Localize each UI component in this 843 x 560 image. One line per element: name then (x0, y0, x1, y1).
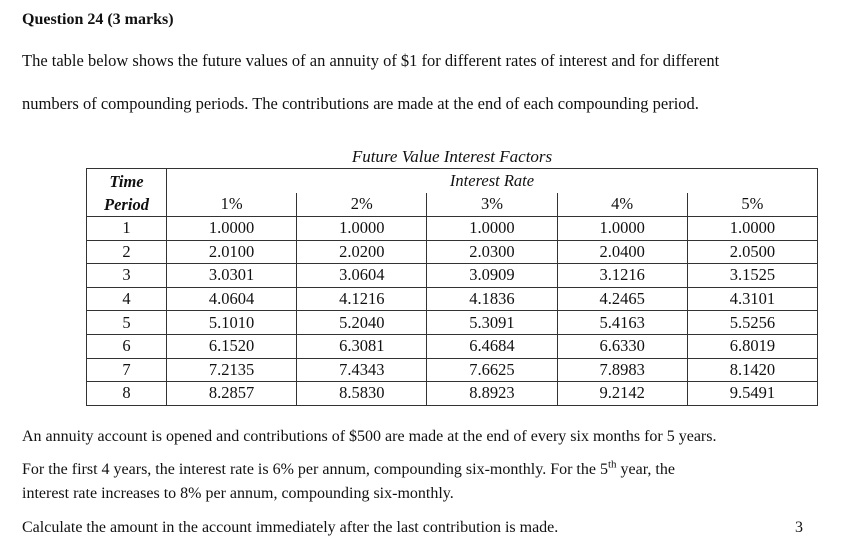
question-title: Question 24 (3 marks) (22, 11, 174, 28)
rate-header-cell: 3% (426, 192, 558, 217)
period-cell: 7 (86, 357, 167, 383)
rate-header-cell: 5% (686, 192, 819, 217)
period-cell: 4 (86, 286, 167, 312)
value-cell: 3.0301 (165, 263, 298, 288)
period-cell: 1 (86, 216, 167, 241)
value-cell: 7.2135 (165, 357, 298, 383)
value-cell: 2.0200 (296, 239, 428, 265)
intro-line-2: numbers of compounding periods. The cont… (22, 94, 699, 113)
question-prompt: Calculate the amount in the account imme… (22, 519, 559, 536)
time-period-header-line2: Period (104, 195, 149, 214)
value-cell: 4.1836 (426, 286, 558, 312)
value-cell: 1.0000 (556, 216, 688, 241)
table-caption: Future Value Interest Factors (351, 147, 553, 166)
intro-line-1: The table below shows the future values … (22, 51, 720, 70)
body-line-1: An annuity account is opened and contrib… (22, 428, 717, 445)
value-cell: 3.1525 (686, 263, 819, 288)
table-row: 1 1.0000 1.0000 1.0000 1.0000 1.0000 (86, 216, 819, 241)
table-row: 8 8.2857 8.5830 8.8923 9.2142 9.5491 (86, 381, 819, 406)
rate-header-cell: 2% (296, 192, 428, 217)
table-row: 4 4.0604 4.1216 4.1836 4.2465 4.3101 (86, 286, 819, 312)
value-cell: 7.4343 (296, 357, 428, 383)
value-cell: 2.0300 (426, 239, 558, 265)
value-cell: 2.0400 (556, 239, 688, 265)
value-cell: 8.8923 (426, 381, 558, 406)
value-cell: 1.0000 (686, 216, 819, 241)
period-cell: 3 (86, 263, 167, 288)
value-cell: 9.2142 (556, 381, 688, 406)
value-cell: 6.6330 (556, 333, 688, 359)
value-cell: 6.3081 (296, 333, 428, 359)
table-row: 3 3.0301 3.0604 3.0909 3.1216 3.1525 (86, 263, 819, 288)
future-value-table: Time Period Interest Rate 1% 2% 3% 4% 5%… (86, 168, 819, 406)
value-cell: 8.1420 (686, 357, 819, 383)
body-line-3: interest rate increases to 8% per annum,… (22, 485, 454, 502)
value-cell: 1.0000 (426, 216, 558, 241)
time-period-header-line1: Time (109, 172, 144, 191)
value-cell: 6.1520 (165, 333, 298, 359)
rate-header-cell: 4% (556, 192, 688, 217)
value-cell: 7.6625 (426, 357, 558, 383)
ordinal-suffix: th (607, 458, 617, 471)
period-cell: 8 (86, 381, 167, 406)
value-cell: 6.8019 (686, 333, 819, 359)
value-cell: 5.4163 (556, 310, 688, 335)
period-cell: 6 (86, 333, 167, 359)
table-row: 6 6.1520 6.3081 6.4684 6.6330 6.8019 (86, 333, 819, 359)
period-cell: 5 (86, 310, 167, 335)
value-cell: 3.0604 (296, 263, 428, 288)
marks-label: 3 (795, 519, 803, 536)
value-cell: 3.1216 (556, 263, 688, 288)
value-cell: 1.0000 (296, 216, 428, 241)
body-line-2: For the first 4 years, the interest rate… (22, 458, 675, 479)
value-cell: 8.5830 (296, 381, 428, 406)
value-cell: 4.0604 (165, 286, 298, 312)
value-cell: 5.3091 (426, 310, 558, 335)
value-cell: 7.8983 (556, 357, 688, 383)
value-cell: 9.5491 (686, 381, 819, 406)
value-cell: 4.3101 (686, 286, 819, 312)
value-cell: 4.1216 (296, 286, 428, 312)
rate-header-cell: 1% (165, 192, 298, 217)
value-cell: 4.2465 (556, 286, 688, 312)
value-cell: 5.2040 (296, 310, 428, 335)
table-row: 2 2.0100 2.0200 2.0300 2.0400 2.0500 (86, 239, 819, 265)
value-cell: 2.0500 (686, 239, 819, 265)
body-line-2-text: For the first 4 years, the interest rate… (22, 461, 608, 478)
time-period-header: Time Period (86, 168, 167, 217)
value-cell: 5.1010 (165, 310, 298, 335)
value-cell: 5.5256 (686, 310, 819, 335)
interest-rate-header: Interest Rate (166, 168, 818, 193)
body-line-2-tail: year, the (616, 461, 675, 478)
period-cell: 2 (86, 239, 167, 265)
value-cell: 6.4684 (426, 333, 558, 359)
value-cell: 2.0100 (165, 239, 298, 265)
value-cell: 3.0909 (426, 263, 558, 288)
table-row: 5 5.1010 5.2040 5.3091 5.4163 5.5256 (86, 310, 819, 335)
value-cell: 1.0000 (165, 216, 298, 241)
value-cell: 8.2857 (165, 381, 298, 406)
table-row: 7 7.2135 7.4343 7.6625 7.8983 8.1420 (86, 357, 819, 383)
